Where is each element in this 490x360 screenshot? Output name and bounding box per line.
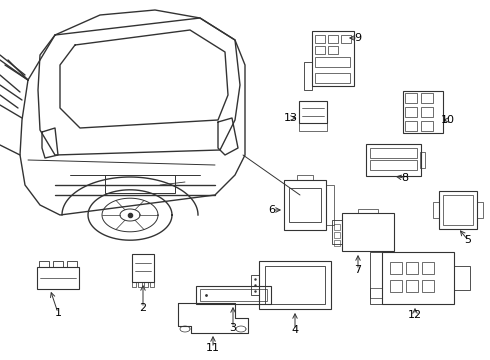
Bar [334, 232, 340, 238]
Bar [328, 35, 338, 43]
Bar [200, 289, 267, 301]
Bar [326, 185, 334, 225]
Bar [366, 144, 421, 176]
Bar [433, 202, 439, 218]
Bar [332, 220, 342, 244]
Bar [370, 288, 382, 298]
Bar [382, 252, 454, 304]
Bar [370, 148, 417, 158]
Bar [312, 31, 354, 86]
Bar [422, 280, 434, 292]
Text: 2: 2 [140, 303, 147, 313]
Bar [144, 282, 148, 287]
Bar [304, 62, 312, 90]
Bar [299, 123, 327, 131]
Bar [37, 267, 79, 289]
Bar [390, 262, 402, 274]
Bar [390, 280, 402, 292]
Bar [443, 195, 473, 225]
Text: 5: 5 [465, 235, 471, 245]
Bar [297, 175, 313, 180]
Bar [284, 180, 326, 230]
Bar [251, 275, 259, 295]
Bar [328, 46, 338, 54]
Bar [259, 261, 331, 309]
Bar [334, 224, 340, 230]
Bar [422, 262, 434, 274]
Text: 11: 11 [206, 343, 220, 353]
Bar [405, 107, 417, 117]
Text: 4: 4 [292, 325, 298, 335]
Bar [299, 101, 327, 123]
Bar [342, 213, 394, 251]
Bar [403, 91, 443, 133]
Bar [370, 160, 417, 170]
Bar [420, 152, 425, 168]
Bar [132, 282, 136, 287]
Bar [315, 35, 325, 43]
Text: 8: 8 [401, 173, 409, 183]
Bar [132, 254, 154, 282]
Bar [405, 93, 417, 103]
Text: 1: 1 [54, 308, 62, 318]
Bar [405, 121, 417, 131]
Bar [406, 262, 418, 274]
Bar [421, 121, 433, 131]
Bar [265, 266, 325, 304]
Text: 7: 7 [354, 265, 362, 275]
Bar [67, 261, 77, 267]
Bar [289, 188, 321, 222]
Bar [315, 57, 350, 67]
Bar [105, 175, 175, 193]
Bar [53, 261, 63, 267]
Text: 9: 9 [354, 33, 362, 43]
Bar [341, 35, 351, 43]
Text: 3: 3 [229, 323, 237, 333]
Text: 6: 6 [269, 205, 275, 215]
Bar [370, 252, 382, 304]
Bar [454, 266, 470, 290]
Bar [315, 46, 325, 54]
Text: 10: 10 [441, 115, 455, 125]
Bar [196, 286, 271, 304]
Bar [358, 209, 378, 213]
Bar [421, 107, 433, 117]
Text: 13: 13 [284, 113, 298, 123]
Bar [421, 93, 433, 103]
Bar [439, 191, 477, 229]
Bar [150, 282, 154, 287]
Bar [39, 261, 49, 267]
Bar [334, 240, 340, 246]
Bar [138, 282, 142, 287]
Bar [406, 280, 418, 292]
Bar [477, 202, 483, 218]
Text: 12: 12 [408, 310, 422, 320]
Bar [315, 73, 350, 83]
